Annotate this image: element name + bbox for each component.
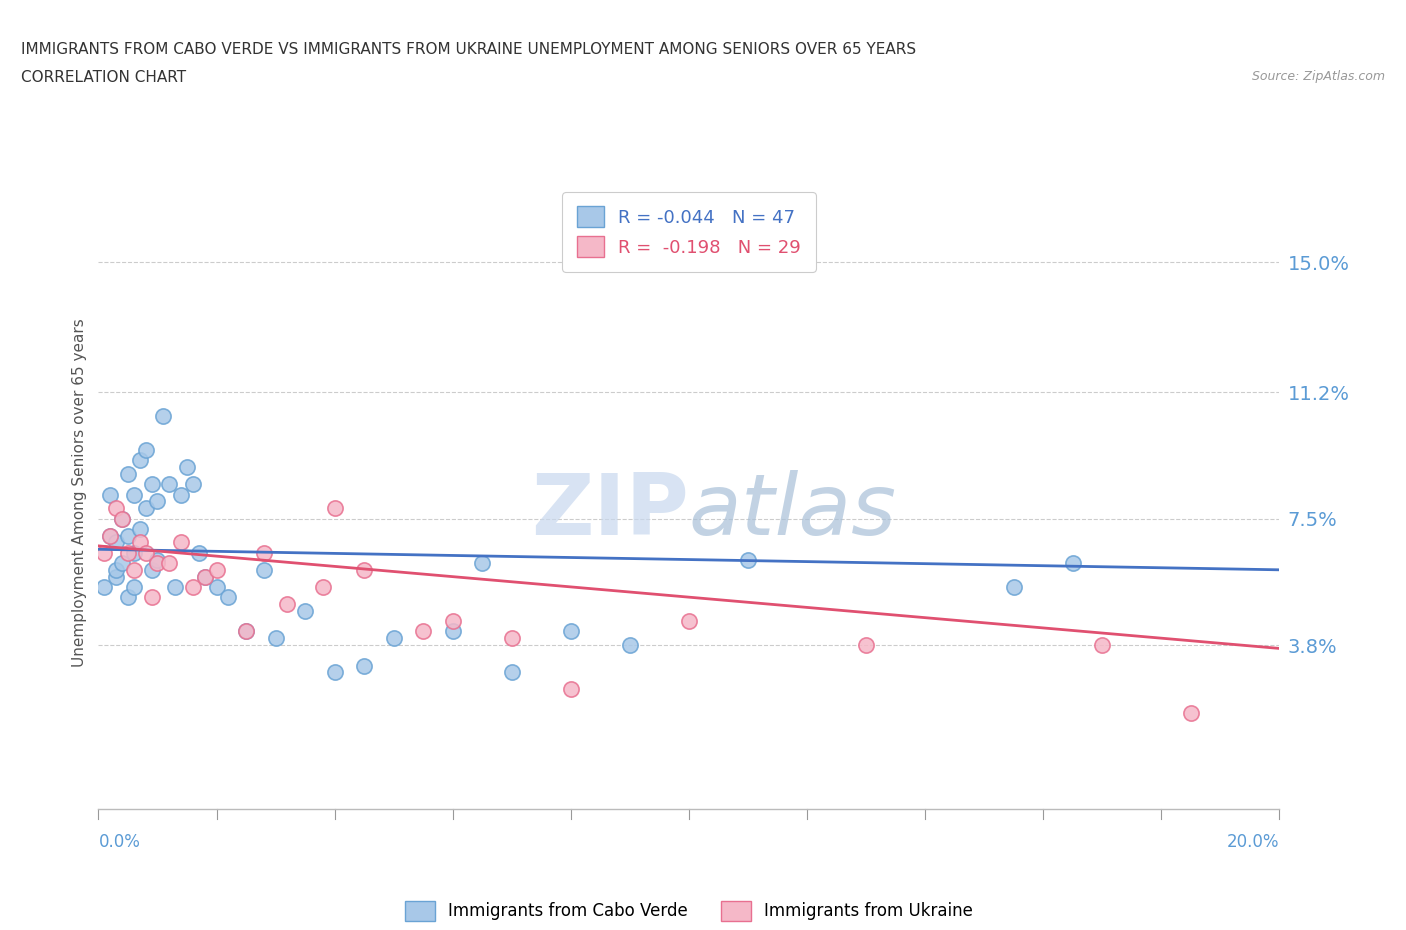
- Point: [157, 555, 180, 570]
- Point: [323, 501, 346, 516]
- Point: [122, 487, 145, 502]
- Point: [122, 563, 145, 578]
- Point: [353, 658, 375, 673]
- Point: [141, 563, 163, 578]
- Text: CORRELATION CHART: CORRELATION CHART: [21, 70, 186, 85]
- Point: [128, 522, 150, 537]
- Point: [105, 569, 128, 584]
- Point: [122, 579, 145, 594]
- Y-axis label: Unemployment Among Seniors over 65 years: Unemployment Among Seniors over 65 years: [72, 318, 87, 667]
- Text: 20.0%: 20.0%: [1227, 832, 1279, 851]
- Point: [98, 487, 121, 502]
- Point: [441, 614, 464, 629]
- Point: [619, 638, 641, 653]
- Point: [105, 563, 128, 578]
- Point: [678, 614, 700, 629]
- Point: [141, 590, 163, 604]
- Point: [98, 528, 121, 543]
- Point: [111, 555, 134, 570]
- Point: [235, 624, 257, 639]
- Point: [194, 569, 217, 584]
- Point: [353, 563, 375, 578]
- Point: [105, 501, 128, 516]
- Point: [170, 487, 193, 502]
- Point: [382, 631, 405, 645]
- Point: [323, 665, 346, 680]
- Point: [122, 545, 145, 560]
- Point: [98, 528, 121, 543]
- Text: Source: ZipAtlas.com: Source: ZipAtlas.com: [1251, 70, 1385, 83]
- Point: [117, 590, 139, 604]
- Point: [501, 665, 523, 680]
- Text: IMMIGRANTS FROM CABO VERDE VS IMMIGRANTS FROM UKRAINE UNEMPLOYMENT AMONG SENIORS: IMMIGRANTS FROM CABO VERDE VS IMMIGRANTS…: [21, 42, 917, 57]
- Point: [117, 528, 139, 543]
- Point: [141, 477, 163, 492]
- Point: [152, 408, 174, 423]
- Point: [93, 545, 115, 560]
- Legend: Immigrants from Cabo Verde, Immigrants from Ukraine: Immigrants from Cabo Verde, Immigrants f…: [398, 895, 980, 927]
- Point: [1062, 555, 1084, 570]
- Text: ZIP: ZIP: [531, 471, 689, 553]
- Point: [105, 535, 128, 550]
- Point: [235, 624, 257, 639]
- Point: [560, 624, 582, 639]
- Point: [146, 555, 169, 570]
- Point: [111, 512, 134, 526]
- Point: [111, 512, 134, 526]
- Point: [135, 501, 157, 516]
- Point: [165, 579, 187, 594]
- Point: [412, 624, 434, 639]
- Point: [737, 552, 759, 567]
- Point: [312, 579, 335, 594]
- Point: [135, 443, 157, 458]
- Point: [181, 477, 204, 492]
- Point: [560, 682, 582, 697]
- Point: [117, 545, 139, 560]
- Point: [253, 545, 276, 560]
- Point: [117, 467, 139, 482]
- Point: [276, 596, 298, 611]
- Point: [128, 535, 150, 550]
- Point: [205, 579, 228, 594]
- Point: [146, 552, 169, 567]
- Point: [93, 579, 115, 594]
- Point: [176, 459, 198, 474]
- Point: [135, 545, 157, 560]
- Point: [294, 604, 316, 618]
- Point: [217, 590, 239, 604]
- Point: [501, 631, 523, 645]
- Text: 0.0%: 0.0%: [98, 832, 141, 851]
- Point: [187, 545, 209, 560]
- Text: atlas: atlas: [689, 471, 897, 553]
- Point: [1180, 706, 1202, 721]
- Point: [194, 569, 217, 584]
- Point: [441, 624, 464, 639]
- Point: [264, 631, 287, 645]
- Point: [855, 638, 877, 653]
- Point: [1091, 638, 1114, 653]
- Point: [181, 579, 204, 594]
- Point: [1002, 579, 1025, 594]
- Point: [146, 494, 169, 509]
- Point: [253, 563, 276, 578]
- Point: [471, 555, 494, 570]
- Point: [205, 563, 228, 578]
- Point: [170, 535, 193, 550]
- Point: [157, 477, 180, 492]
- Point: [128, 453, 150, 468]
